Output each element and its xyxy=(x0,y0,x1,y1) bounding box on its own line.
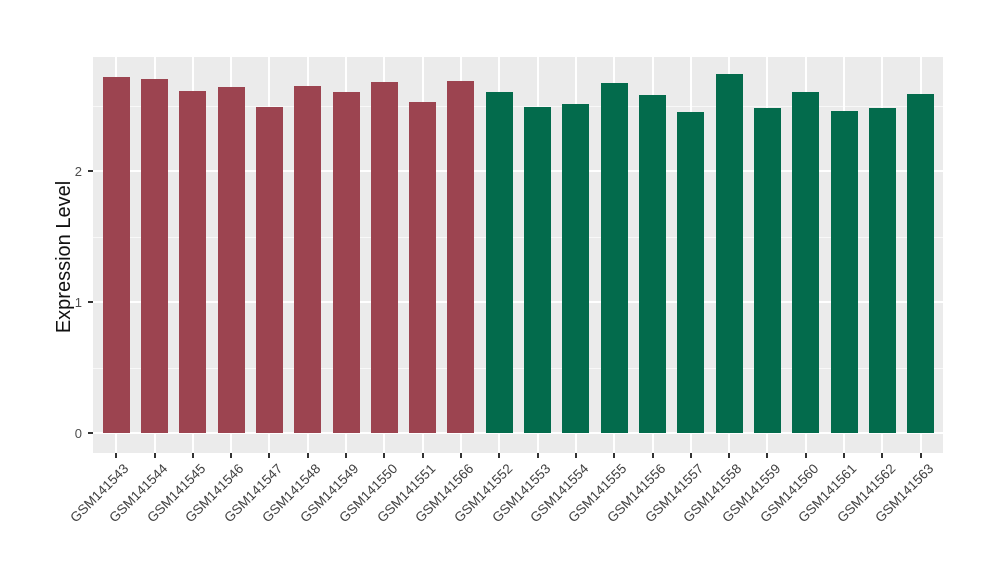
bar-GSM141551 xyxy=(409,101,437,433)
x-axis-tick xyxy=(536,453,539,458)
gridline-horizontal-minor xyxy=(93,367,943,369)
bar-GSM141555 xyxy=(600,83,628,433)
bar-GSM141544 xyxy=(141,79,168,433)
x-axis-tick xyxy=(345,453,348,458)
bar-GSM141560 xyxy=(792,92,820,433)
y-tick-label: 2 xyxy=(74,163,82,179)
bar-GSM141556 xyxy=(639,95,667,433)
y-axis-tick xyxy=(88,301,93,303)
x-axis-tick xyxy=(919,453,922,458)
x-axis-tick xyxy=(268,453,271,458)
x-axis-tick xyxy=(804,453,807,458)
bar-GSM141543 xyxy=(102,76,130,433)
x-axis-tick xyxy=(689,453,692,458)
x-axis-tick xyxy=(230,453,233,458)
bar-GSM141550 xyxy=(370,81,398,433)
bar-GSM141557 xyxy=(677,112,705,433)
y-axis-tick xyxy=(88,432,93,434)
bar-GSM141566 xyxy=(447,80,475,433)
bar-GSM141563 xyxy=(907,93,935,433)
x-axis-tick xyxy=(728,453,731,458)
plot-panel xyxy=(93,57,943,453)
x-axis-tick xyxy=(153,453,156,458)
bar-GSM141552 xyxy=(485,92,513,433)
x-axis-tick xyxy=(421,453,424,458)
bar-GSM141545 xyxy=(179,91,207,433)
x-axis-tick xyxy=(651,453,654,458)
gridline-horizontal-minor xyxy=(93,236,943,238)
x-axis-tick xyxy=(115,453,118,458)
bar-GSM141562 xyxy=(868,108,896,433)
x-axis-tick xyxy=(843,453,846,458)
gridline-horizontal-major xyxy=(93,170,943,172)
y-axis-tick xyxy=(88,170,93,172)
y-tick-label: 1 xyxy=(74,294,82,310)
gridline-horizontal-minor xyxy=(93,105,943,107)
y-axis-title: Expression Level xyxy=(53,180,75,334)
x-axis-tick xyxy=(383,453,386,458)
x-axis-tick xyxy=(881,453,884,458)
bar-GSM141559 xyxy=(753,108,781,433)
bar-GSM141554 xyxy=(562,104,590,433)
bar-GSM141553 xyxy=(524,106,552,433)
gridline-horizontal-major xyxy=(93,432,943,434)
gridline-horizontal-major xyxy=(93,301,943,303)
y-tick-label: 0 xyxy=(74,425,82,441)
x-axis-tick xyxy=(306,453,309,458)
x-axis-tick xyxy=(766,453,769,458)
x-axis-tick xyxy=(574,453,577,458)
bar-GSM141547 xyxy=(255,106,283,433)
x-axis-tick xyxy=(498,453,501,458)
bar-GSM141548 xyxy=(294,85,322,433)
bar-GSM141546 xyxy=(217,87,245,433)
bar-GSM141558 xyxy=(715,74,743,433)
x-axis-tick xyxy=(613,453,616,458)
bar-GSM141561 xyxy=(830,110,858,433)
bar-GSM141549 xyxy=(332,92,360,433)
x-axis-tick xyxy=(191,453,194,458)
x-axis-tick xyxy=(459,453,462,458)
